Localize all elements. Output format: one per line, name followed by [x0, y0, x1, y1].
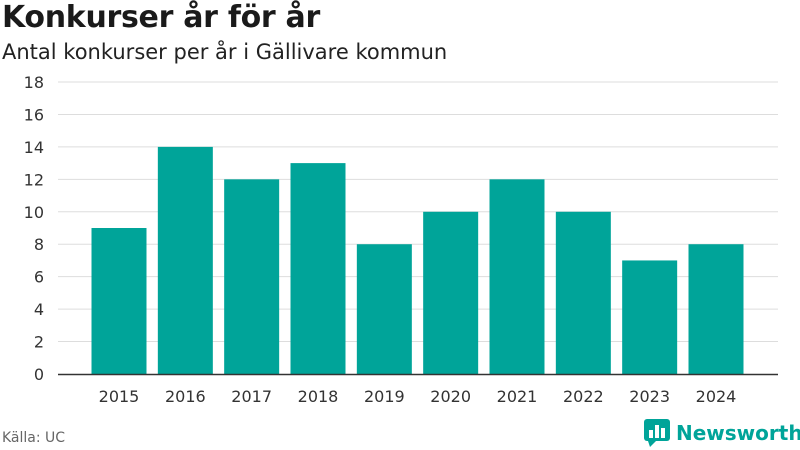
y-tick-label: 0	[34, 365, 44, 384]
y-tick-label: 8	[34, 235, 44, 254]
y-tick-label: 4	[34, 300, 44, 319]
bar-2019	[356, 244, 412, 374]
x-tick-label: 2020	[430, 387, 471, 406]
x-tick-label: 2017	[231, 387, 272, 406]
y-tick-label: 14	[24, 138, 44, 157]
bar-2022	[555, 211, 611, 374]
y-tick-label: 12	[24, 170, 44, 189]
chart-subtitle: Antal konkurser per år i Gällivare kommu…	[2, 40, 448, 64]
y-tick-label: 6	[34, 268, 44, 287]
bar-2020	[423, 211, 479, 374]
x-tick-label: 2016	[165, 387, 206, 406]
y-axis-ticks: 0 2 4 6 8 10 12 14 16 18	[24, 73, 44, 384]
bar-2021	[489, 179, 545, 374]
bars	[91, 146, 744, 374]
bar-2017	[224, 179, 280, 374]
x-tick-label: 2015	[99, 387, 140, 406]
bar-2015	[91, 228, 147, 374]
y-tick-label: 18	[24, 73, 44, 92]
brand-name: Newsworthy	[676, 421, 800, 445]
bar-2023	[622, 260, 678, 374]
x-axis-ticks: 2015 2016 2017 2018 2019 2020 2021 2022 2023 2024	[99, 387, 737, 406]
bar-chart-logo-icon	[644, 419, 670, 447]
x-tick-label: 2021	[497, 387, 538, 406]
source-note: Källa: UC	[2, 430, 66, 446]
y-tick-label: 16	[24, 105, 44, 124]
y-tick-label: 2	[34, 333, 44, 352]
x-tick-label: 2022	[563, 387, 604, 406]
bar-2018	[290, 163, 346, 374]
x-tick-label: 2024	[696, 387, 737, 406]
chart-title: Konkurser år för år	[2, 0, 320, 35]
bar-2024	[688, 244, 744, 374]
bar-2016	[157, 146, 213, 374]
brand-logo[interactable]: Newsworthy	[644, 419, 800, 447]
x-tick-label: 2018	[298, 387, 339, 406]
x-tick-label: 2023	[629, 387, 670, 406]
x-tick-label: 2019	[364, 387, 405, 406]
y-tick-label: 10	[24, 203, 44, 222]
